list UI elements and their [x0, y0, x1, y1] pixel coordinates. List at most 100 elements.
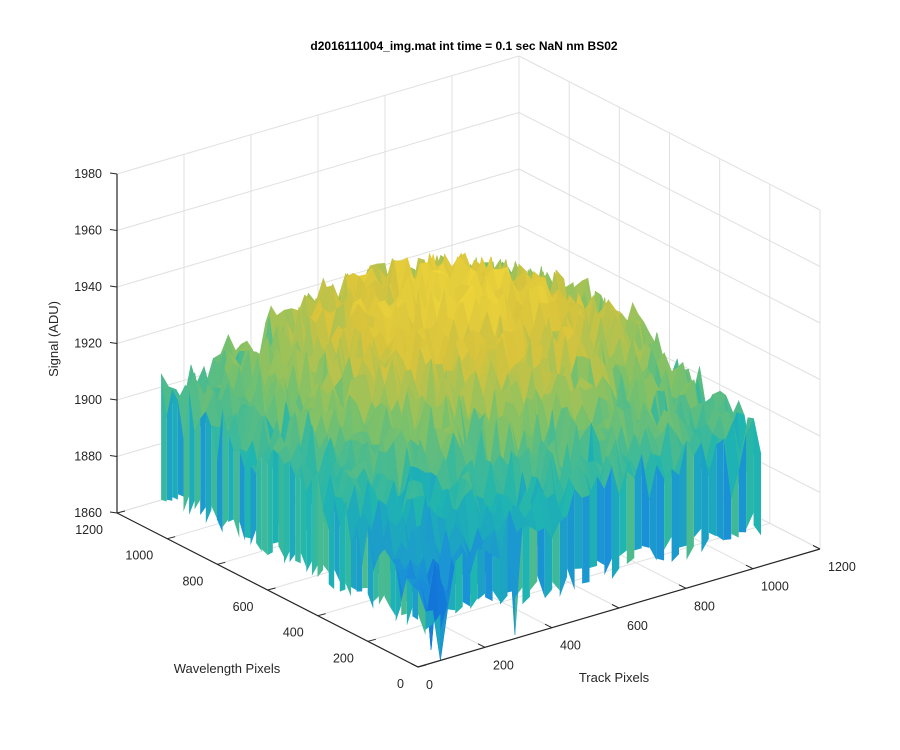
surface-edge	[738, 433, 747, 533]
axes: 0 200 400 600 800 1000 1200 0 200 400 600 800 1000 12…	[74, 167, 856, 692]
z-tick-mark	[109, 172, 118, 175]
grid-line	[518, 112, 821, 267]
surface-edge	[351, 524, 357, 591]
surface-edge	[267, 449, 273, 556]
surface-edge	[189, 390, 195, 515]
surface-edge	[432, 610, 441, 661]
surface-edge	[649, 464, 657, 561]
x-tick-mark	[410, 663, 419, 668]
surface-edge	[250, 465, 257, 546]
surface-edge	[574, 488, 583, 569]
surface-edge	[611, 466, 620, 579]
surface-edge	[485, 550, 493, 602]
surface	[160, 252, 762, 661]
surface-edge	[194, 418, 201, 510]
z-tick-label: 1980	[74, 167, 102, 181]
surface-edge	[492, 555, 500, 602]
surface-edge	[289, 462, 296, 563]
grid-line	[518, 55, 821, 211]
surface-edge	[559, 516, 568, 597]
surface-edge	[295, 465, 301, 564]
y-tick-mark	[417, 664, 427, 668]
surface-edge	[401, 578, 407, 616]
surface-edge	[477, 547, 486, 600]
surface-edge	[406, 578, 413, 626]
z-tick-label: 1900	[74, 393, 102, 407]
y-tick-label: 600	[233, 600, 254, 614]
surface-edge	[537, 528, 545, 598]
x-tick-label: 1200	[828, 560, 856, 574]
surface-edge	[753, 418, 761, 536]
surface-edge	[239, 450, 245, 541]
surface-edge	[544, 528, 553, 599]
surface-edge	[177, 400, 184, 497]
surface-edge	[373, 555, 379, 602]
y-tick-label: 400	[283, 626, 304, 640]
surface-edge	[306, 479, 312, 573]
surface-edge	[470, 547, 478, 609]
z-tick-mark	[109, 511, 118, 514]
surface-edge	[500, 519, 508, 605]
z-tick-mark	[109, 398, 118, 401]
x-tick-label: 1000	[761, 580, 789, 594]
surface-edge	[716, 439, 724, 541]
x-tick-label: 600	[627, 619, 648, 633]
surface-edge	[328, 496, 335, 590]
grid-line	[116, 168, 520, 288]
y-tick-label: 800	[182, 574, 203, 588]
surface-edge	[701, 442, 709, 553]
surface-edge	[211, 426, 217, 519]
surface-edge	[462, 552, 471, 607]
surface-edge	[278, 453, 284, 558]
surface-edge	[507, 519, 515, 635]
surface-edge	[205, 411, 212, 524]
surface-edge	[345, 502, 351, 597]
surface-edge	[356, 524, 363, 592]
surface-edge	[323, 510, 329, 573]
y-tick-mark	[267, 587, 276, 591]
surface-edge	[567, 488, 575, 590]
surface-edge	[284, 462, 290, 564]
surface-edge	[425, 610, 433, 630]
x-tick-mark	[812, 545, 821, 550]
x-tick-label: 200	[493, 658, 514, 672]
surface-edge	[412, 586, 418, 620]
x-tick-mark	[745, 564, 754, 570]
grid-line	[116, 112, 520, 231]
y-tick-mark	[116, 510, 126, 514]
grid-line	[116, 55, 520, 175]
y-tick-label: 1200	[75, 523, 103, 537]
surface-edge	[597, 476, 605, 566]
surface-edge	[626, 471, 635, 565]
surface-edge	[222, 408, 229, 528]
surface-edge	[261, 456, 268, 555]
surface-edge	[311, 471, 318, 576]
x-tick-mark	[544, 623, 553, 629]
z-tick-mark	[109, 455, 118, 457]
surface-edge	[529, 526, 538, 591]
z-tick-label: 1860	[74, 506, 102, 520]
surface-edge	[641, 453, 650, 548]
y-tick-label: 0	[397, 677, 404, 691]
surface-edge	[161, 373, 167, 502]
x-tick-label: 400	[560, 639, 581, 653]
surface-edge	[679, 441, 687, 548]
surface-edge	[604, 466, 612, 576]
grid-line	[518, 225, 821, 380]
y-tick-label: 1000	[125, 549, 153, 563]
grid-line	[116, 225, 520, 344]
surface-edge	[183, 390, 190, 512]
y-tick-mark	[367, 638, 376, 642]
surface-edge	[589, 476, 597, 568]
z-tick-label: 1960	[74, 224, 102, 238]
surface-edge	[455, 552, 463, 614]
z-axis-label: Signal (ADU)	[46, 301, 61, 377]
grid-line	[518, 168, 821, 324]
surface-edge	[395, 565, 402, 622]
surface-edge	[634, 453, 642, 551]
surface-edge	[272, 449, 279, 544]
y-tick-mark	[317, 613, 326, 617]
surface-edge	[217, 408, 223, 533]
surface-edge	[300, 465, 307, 568]
